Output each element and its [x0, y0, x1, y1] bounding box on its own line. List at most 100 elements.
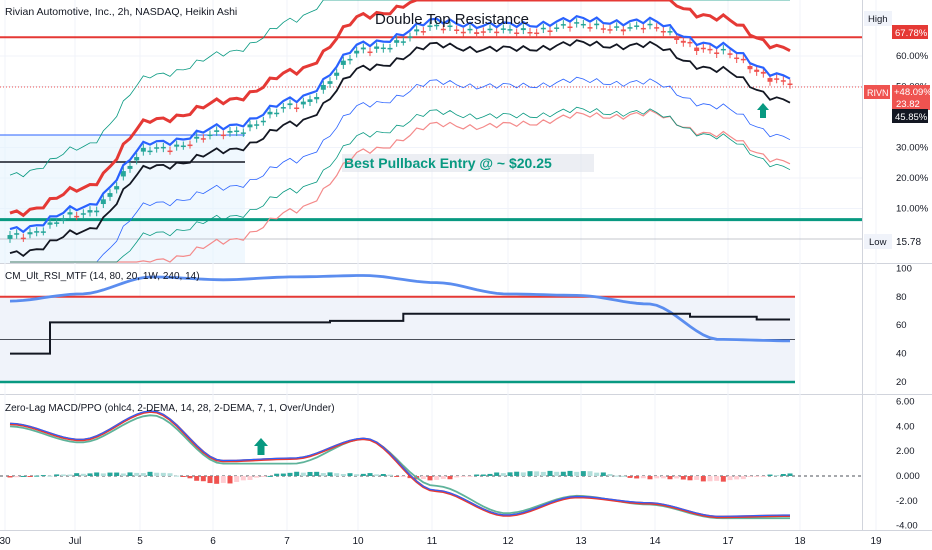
macd-histogram-bar [94, 472, 100, 476]
macd-histogram-bar [74, 473, 80, 476]
candle [200, 138, 206, 140]
candle [100, 199, 106, 205]
candle [754, 69, 760, 72]
candle [554, 27, 560, 29]
candle [60, 218, 66, 221]
pct-tick-label: 60.00% [896, 51, 929, 62]
candle [654, 27, 660, 29]
candle [407, 36, 413, 38]
support-text: 45.85% [895, 112, 928, 123]
candle [20, 237, 26, 240]
candle [447, 25, 453, 28]
candle [734, 57, 740, 60]
macd-histogram-bar [34, 475, 40, 477]
candle [80, 213, 86, 215]
candle [40, 231, 46, 233]
candle [434, 24, 440, 27]
macd-tick-label: 6.00 [896, 397, 915, 408]
candle [720, 48, 726, 51]
rsi-line [9, 274, 790, 343]
macd-histogram-bar [754, 476, 760, 477]
macd-histogram-bar [380, 474, 386, 476]
macd-histogram-bar [600, 472, 606, 476]
macd-histogram-bar [654, 476, 660, 479]
candle [334, 72, 340, 76]
macd-panel[interactable] [0, 410, 862, 520]
macd-histogram-bar [567, 470, 573, 476]
candle [320, 84, 326, 90]
macd-histogram-bar [634, 476, 640, 479]
x-tick-label: 30 [0, 536, 11, 547]
price-text: 23.82 [896, 99, 920, 110]
macd-histogram-bar [780, 474, 786, 476]
candle [240, 132, 246, 134]
x-tick-label: 5 [137, 536, 143, 547]
rsi-mtf-line [10, 312, 790, 355]
macd-histogram-bar [640, 476, 646, 479]
candle [414, 29, 420, 32]
macd-tick-label: -2.00 [896, 496, 918, 507]
upper-teal-band [9, 0, 790, 178]
macd-histogram-bar [394, 476, 400, 477]
candle [727, 53, 733, 55]
high-label-box [864, 11, 892, 26]
candle [700, 47, 706, 50]
rsi-panel[interactable] [0, 274, 795, 384]
macd-histogram-bar [20, 475, 26, 477]
candle [367, 51, 373, 54]
macd-histogram-bar [740, 476, 746, 480]
macd-histogram-bar [367, 473, 373, 476]
macd-histogram-bar [594, 472, 600, 476]
candle [67, 212, 73, 215]
candle [247, 124, 253, 128]
candle [674, 37, 680, 40]
macd-histogram-bar [520, 472, 526, 476]
macd-histogram-bar [80, 473, 86, 476]
candle [220, 134, 226, 137]
ticker-badge [864, 85, 890, 99]
change-text: +48.09% [894, 87, 932, 98]
macd-histogram-bar [440, 476, 446, 479]
candle [627, 27, 633, 29]
candle [594, 23, 600, 26]
candle [707, 48, 713, 51]
macd-histogram-bar [560, 471, 566, 476]
candle [260, 120, 266, 123]
macd-histogram-bar [154, 472, 160, 476]
macd-histogram-bar [534, 471, 540, 476]
macd-histogram-bar [727, 476, 733, 481]
macd-title: Zero-Lag MACD/PPO (ohlc4, 2-DEMA, 14, 28… [5, 403, 335, 414]
pct-tick-label: 20.00% [896, 173, 929, 184]
annotation-box [342, 154, 594, 172]
candle [87, 210, 93, 213]
x-tick-label: 7 [284, 536, 290, 547]
x-tick-label: 12 [502, 536, 514, 547]
candle [274, 112, 280, 115]
macd-tick-label: -4.00 [896, 521, 918, 532]
macd-histogram-bar [620, 475, 626, 477]
macd-histogram-bar [120, 473, 126, 476]
macd-histogram-bar [260, 476, 266, 477]
support-badge [892, 109, 928, 123]
candle [387, 47, 393, 50]
candle [560, 24, 566, 26]
low-label-box [864, 234, 892, 249]
macd-histogram-bar [87, 473, 93, 476]
macd-histogram-bar [200, 476, 206, 482]
x-tick-label: 18 [794, 536, 806, 547]
candle [127, 165, 133, 169]
candle [327, 81, 333, 84]
macd-histogram-bar [187, 476, 193, 479]
macd-histogram-bar [474, 474, 480, 476]
x-tick-label: 14 [649, 536, 661, 547]
macd-histogram-bar [127, 472, 133, 476]
macd-histogram-bar [54, 474, 60, 476]
price-panel[interactable] [0, 0, 862, 263]
candle [374, 46, 380, 49]
candle [774, 78, 780, 80]
candle [460, 31, 466, 34]
candle [634, 25, 640, 27]
macd-histogram-bar [167, 473, 173, 476]
macd-histogram-bar [747, 476, 753, 478]
